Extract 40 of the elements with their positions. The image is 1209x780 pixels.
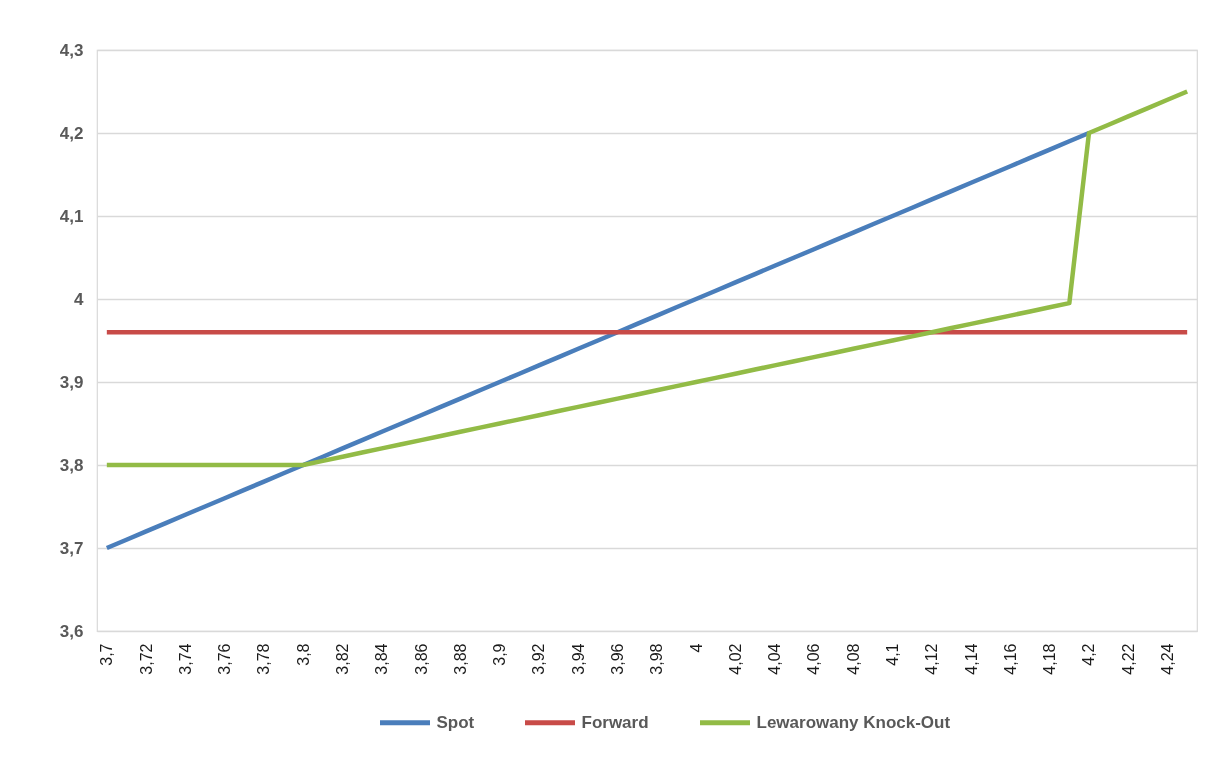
x-tick-label: 3,88 — [451, 643, 469, 675]
x-tick-label: 3,7 — [98, 643, 116, 666]
legend-label: Forward — [581, 712, 649, 732]
x-tick-label: 4,04 — [766, 643, 784, 675]
x-tick-label: 4,1 — [884, 643, 902, 666]
x-tick-label: 3,78 — [255, 643, 273, 675]
x-tick-label: 4,22 — [1119, 643, 1137, 675]
x-tick-label: 3,8 — [294, 643, 312, 666]
x-tick-label: 3,96 — [609, 643, 627, 675]
x-tick-label: 4,02 — [726, 643, 744, 675]
y-tick-label: 3,8 — [59, 455, 84, 475]
y-tick-label: 3,7 — [59, 538, 84, 558]
legend-label: Spot — [436, 712, 475, 732]
x-tick-label: 3,74 — [176, 643, 194, 675]
x-tick-label: 3,76 — [216, 643, 234, 675]
x-tick-label: 3,86 — [412, 643, 430, 675]
x-tick-label: 3,84 — [373, 643, 391, 675]
x-tick-label: 3,98 — [648, 643, 666, 675]
x-tick-label: 4,24 — [1159, 643, 1177, 675]
line-series — [104, 89, 1190, 468]
y-tick-label: 3,9 — [59, 372, 84, 392]
x-tick-label: 4 — [687, 643, 705, 653]
x-tick-label: 3,82 — [334, 643, 352, 675]
x-tick-label: 3,94 — [569, 643, 587, 675]
x-tick-label: 4,18 — [1041, 643, 1059, 675]
x-tick-label: 3,92 — [530, 643, 548, 675]
x-tick-label: 4,12 — [923, 643, 941, 675]
x-tick-label: 3,72 — [137, 643, 155, 675]
y-tick-label: 3,6 — [59, 621, 84, 641]
x-tick-label: 4,16 — [1001, 643, 1019, 675]
y-tick-label: 4,2 — [59, 123, 84, 143]
y-tick-label: 4,3 — [59, 40, 84, 60]
x-tick-label: 4,06 — [805, 643, 823, 675]
x-tick-label: 3,9 — [491, 643, 509, 666]
y-tick-label: 4 — [74, 289, 85, 309]
y-tick-label: 4,1 — [59, 206, 84, 226]
x-tick-label: 4,2 — [1080, 643, 1098, 666]
x-tick-label: 4,08 — [844, 643, 862, 675]
legend-label: Lewarowany Knock-Out — [756, 712, 951, 732]
x-tick-label: 4,14 — [962, 643, 980, 675]
